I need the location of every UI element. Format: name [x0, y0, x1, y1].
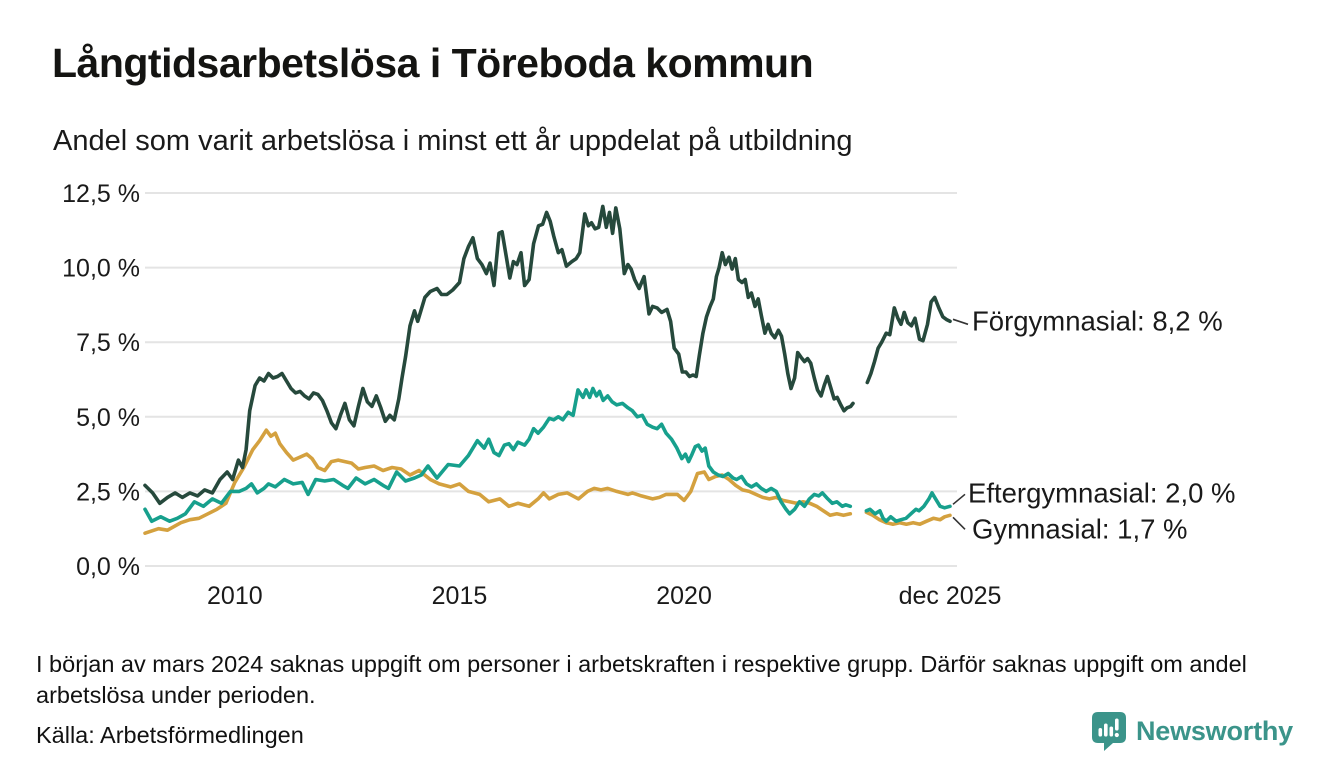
x-tick-label: 2020: [656, 582, 712, 610]
series-line-gymnasial: [143, 428, 853, 535]
page-title: Långtidsarbetslösa i Töreboda kommun: [52, 40, 814, 86]
newsworthy-logo: Newsworthy: [1091, 711, 1293, 752]
label-connector-eftergymnasial: [952, 493, 966, 505]
newsworthy-wordmark: Newsworthy: [1135, 716, 1293, 746]
label-connector-gymnasial: [952, 516, 966, 530]
source-text: Källa: Arbetsförmedlingen: [36, 722, 304, 748]
footnote-text: I början av mars 2024 saknas uppgift om …: [36, 651, 1247, 708]
end-label-eftergymnasial: Eftergymnasial: 2,0 %: [968, 477, 1235, 508]
x-tick-label: dec 2025: [899, 582, 1002, 610]
series-line-forgymnasial: [865, 295, 952, 385]
x-tick-label: 2010: [207, 582, 263, 610]
end-label-gymnasial: Gymnasial: 1,7 %: [972, 513, 1188, 544]
y-tick-label: 7,5 %: [76, 329, 140, 357]
series-line-eftergymnasial: [143, 386, 853, 523]
y-tick-label: 0,0 %: [76, 553, 140, 581]
chart-subtitle: Andel som varit arbetslösa i minst ett å…: [53, 125, 853, 157]
series-line-gymnasial: [864, 510, 952, 526]
y-tick-label: 12,5 %: [62, 180, 140, 208]
x-tick-label: 2015: [432, 582, 488, 610]
y-tick-label: 10,0 %: [62, 255, 140, 283]
end-label-forgymnasial: Förgymnasial: 8,2 %: [972, 305, 1223, 336]
series-line-eftergymnasial: [864, 491, 952, 523]
label-connector-forgymnasial: [952, 318, 969, 326]
series-line-forgymnasial: [143, 204, 855, 506]
y-tick-label: 5,0 %: [76, 404, 140, 432]
newsworthy-speech-bubble-chart-icon: [1091, 712, 1126, 751]
y-tick-label: 2,5 %: [76, 478, 140, 506]
